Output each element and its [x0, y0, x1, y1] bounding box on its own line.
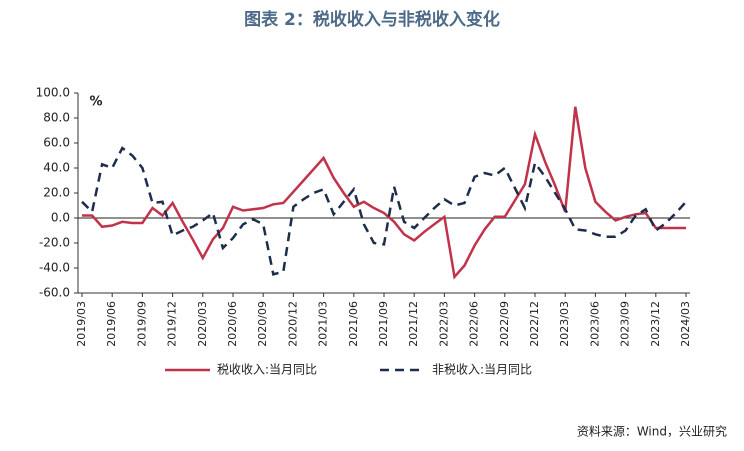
x-tick-label: 2022/03 — [437, 301, 450, 347]
y-tick-label: 20.0 — [43, 186, 70, 200]
x-tick-label: 2020/09 — [256, 301, 269, 347]
chart-title: 图表 2：税收收入与非税收入变化 — [244, 9, 500, 30]
x-tick-label: 2020/12 — [286, 301, 299, 347]
x-tick-label: 2023/06 — [588, 301, 601, 347]
x-tick-label: 2021/03 — [317, 301, 330, 347]
x-tick-label: 2019/03 — [75, 301, 88, 347]
x-tick-label: 2023/12 — [649, 301, 662, 347]
x-tick-label: 2022/06 — [468, 301, 481, 347]
series-line — [82, 106, 686, 280]
series-line — [81, 146, 687, 276]
x-tick-label: 2021/12 — [407, 301, 420, 347]
unit-label: % — [89, 95, 102, 110]
x-tick-label: 2019/09 — [135, 301, 148, 347]
x-tick-label: 2019/12 — [166, 301, 179, 347]
y-tick-label: 100.0 — [36, 86, 70, 100]
x-tick-label: 2019/06 — [105, 301, 118, 347]
y-tick-label: 0.0 — [51, 211, 70, 225]
x-tick-label: 2021/09 — [377, 301, 390, 347]
x-tick-label: 2023/09 — [619, 301, 632, 347]
y-tick-label: -40.0 — [39, 261, 70, 275]
source: 资料来源：Wind，兴业研究 — [577, 424, 727, 439]
x-tick-label: 2024/03 — [679, 301, 692, 347]
x-tick-label: 2022/09 — [498, 301, 511, 347]
y-tick-label: -20.0 — [39, 236, 70, 250]
legend-label: 非税收入:当月同比 — [432, 363, 532, 377]
x-tick-label: 2021/06 — [347, 301, 360, 347]
y-tick-label: 40.0 — [43, 161, 70, 175]
x-tick-label: 2023/03 — [558, 301, 571, 347]
y-tick-label: 60.0 — [43, 136, 70, 150]
x-tick-label: 2022/12 — [528, 301, 541, 347]
y-tick-label: 80.0 — [43, 111, 70, 125]
x-tick-label: 2020/06 — [226, 301, 239, 347]
x-tick-label: 2020/03 — [196, 301, 209, 347]
legend-label: 税收收入:当月同比 — [217, 363, 317, 377]
y-tick-label: -60.0 — [39, 286, 70, 300]
